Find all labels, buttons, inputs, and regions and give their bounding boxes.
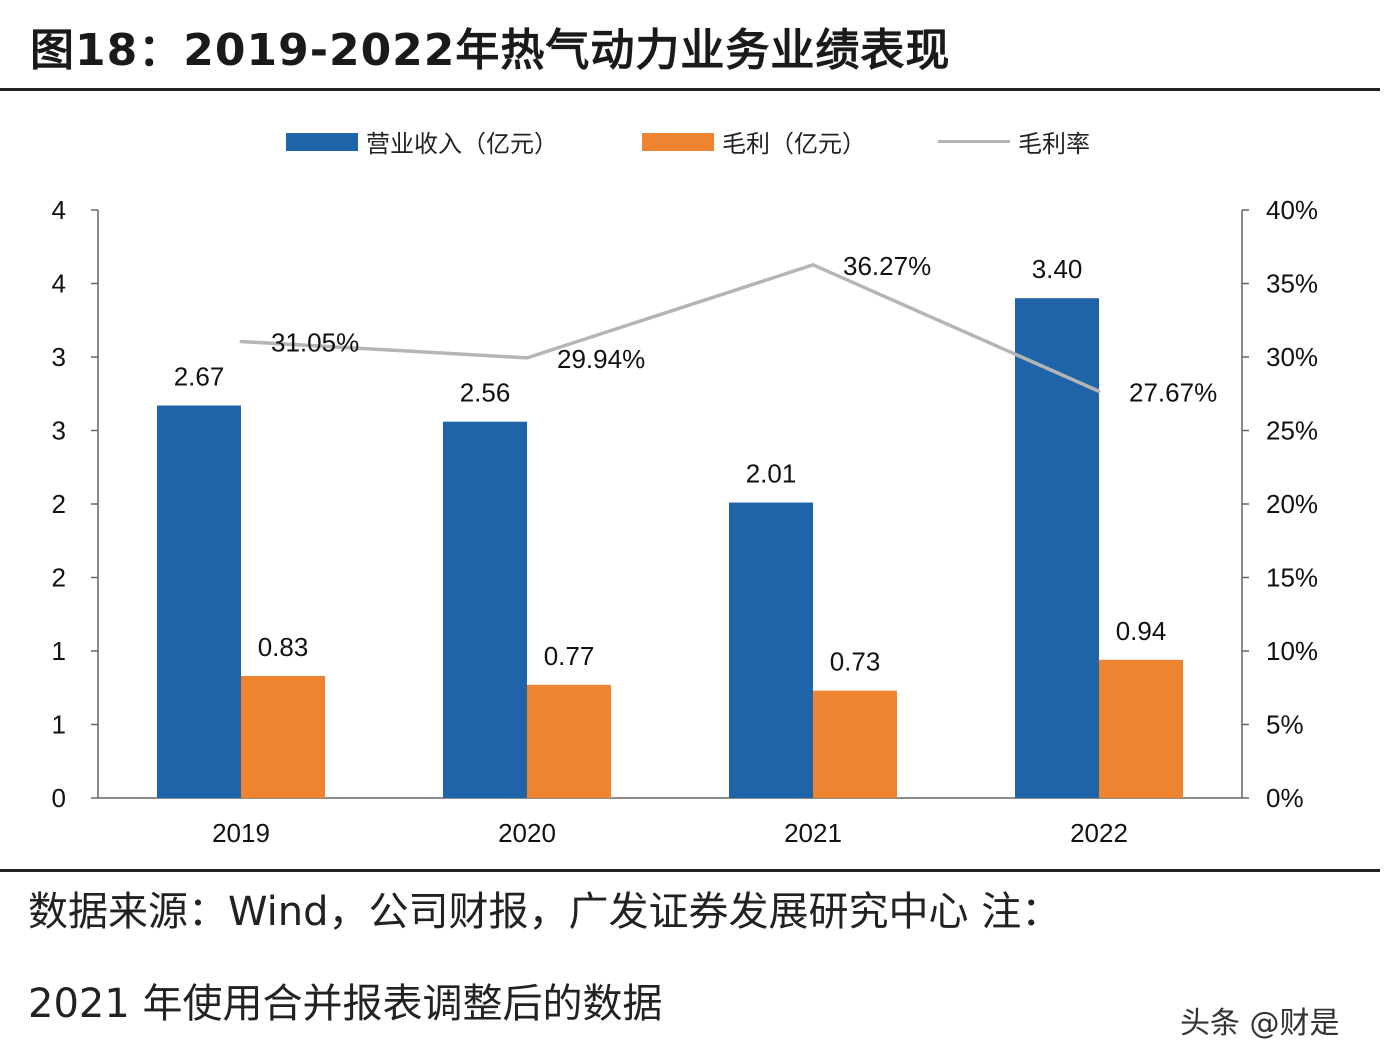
point-margin-2021: [811, 263, 815, 267]
bar-revenue-2020: [443, 421, 527, 798]
right-axis-tick-label: 25%: [1266, 416, 1318, 446]
right-axis-tick-label: 10%: [1266, 636, 1318, 666]
right-axis-tick-label: 30%: [1266, 342, 1318, 372]
legend: 营业收入（亿元） 毛利（亿元） 毛利率: [0, 124, 1396, 164]
data-label-gross-profit-2021: 0.73: [830, 647, 881, 677]
data-label-revenue-2019: 2.67: [174, 362, 225, 392]
bar-revenue-2022: [1015, 298, 1099, 798]
legend-item-revenue: 营业收入（亿元）: [286, 124, 558, 159]
x-axis-tick-label: 2020: [498, 818, 556, 848]
left-axis-tick-label: 2: [52, 489, 66, 519]
data-label-gross-profit-2022: 0.94: [1116, 616, 1167, 646]
bar-revenue-2021: [729, 502, 813, 798]
legend-label-revenue: 营业收入（亿元）: [366, 130, 558, 158]
data-label-revenue-2022: 3.40: [1032, 254, 1083, 284]
bar-gross-profit-2022: [1099, 659, 1183, 798]
right-axis-tick-label: 40%: [1266, 195, 1318, 225]
x-axis-tick-label: 2019: [212, 818, 270, 848]
data-label-margin-2021: 36.27%: [843, 251, 931, 281]
right-axis-tick-label: 0%: [1266, 783, 1304, 813]
point-margin-2019: [239, 340, 243, 344]
data-label-margin-2020: 29.94%: [557, 344, 645, 374]
point-margin-2022: [1097, 389, 1101, 393]
chart-title: 图18：2019-2022年热气动力业务业绩表现: [30, 25, 951, 76]
legend-item-margin: 毛利率: [938, 124, 1090, 159]
bar-revenue-2019: [157, 405, 241, 798]
left-axis-tick-label: 3: [52, 342, 66, 372]
legend-swatch-margin: [938, 140, 1010, 143]
left-axis-tick-label: 4: [52, 269, 66, 299]
data-label-revenue-2021: 2.01: [746, 459, 797, 489]
bar-gross-profit-2019: [241, 675, 325, 798]
bottom-divider: [0, 869, 1380, 872]
right-axis-tick-label: 5%: [1266, 710, 1304, 740]
legend-label-margin: 毛利率: [1018, 130, 1090, 158]
legend-item-gross-profit: 毛利（亿元）: [642, 124, 866, 159]
point-margin-2020: [525, 356, 529, 360]
left-axis-tick-label: 1: [52, 710, 66, 740]
line-margin: [240, 262, 1100, 393]
data-label-gross-profit-2020: 0.77: [544, 641, 595, 671]
right-axis-tick-label: 20%: [1266, 489, 1318, 519]
left-axis-tick-label: 3: [52, 416, 66, 446]
left-axis-tick-label: 1: [52, 636, 66, 666]
data-label-margin-2019: 31.05%: [271, 328, 359, 358]
x-axis-tick-label: 2021: [784, 818, 842, 848]
legend-label-gross-profit: 毛利（亿元）: [722, 130, 866, 158]
combo-chart: 0112233440%5%10%15%20%25%30%35%40%2.670.…: [52, 195, 1319, 848]
top-divider: [0, 88, 1380, 91]
x-axis-tick-label: 2022: [1070, 818, 1128, 848]
right-axis-tick-label: 15%: [1266, 563, 1318, 593]
source-note-continued: 2021 年使用合并报表调整后的数据: [28, 981, 663, 1027]
data-label-revenue-2020: 2.56: [460, 378, 511, 408]
bar-gross-profit-2021: [813, 690, 897, 798]
watermark: 头条 @财是: [1180, 1006, 1340, 1041]
source-note: 数据来源：Wind，公司财报，广发证券发展研究中心 注：: [28, 889, 1062, 935]
left-axis-tick-label: 2: [52, 563, 66, 593]
legend-swatch-revenue: [286, 132, 358, 151]
left-axis-tick-label: 4: [52, 195, 66, 225]
legend-swatch-gross-profit: [642, 132, 714, 151]
bar-gross-profit-2020: [527, 684, 611, 798]
data-label-gross-profit-2019: 0.83: [258, 632, 309, 662]
left-axis-tick-label: 0: [52, 783, 66, 813]
data-label-margin-2022: 27.67%: [1129, 377, 1217, 407]
right-axis-tick-label: 35%: [1266, 269, 1318, 299]
